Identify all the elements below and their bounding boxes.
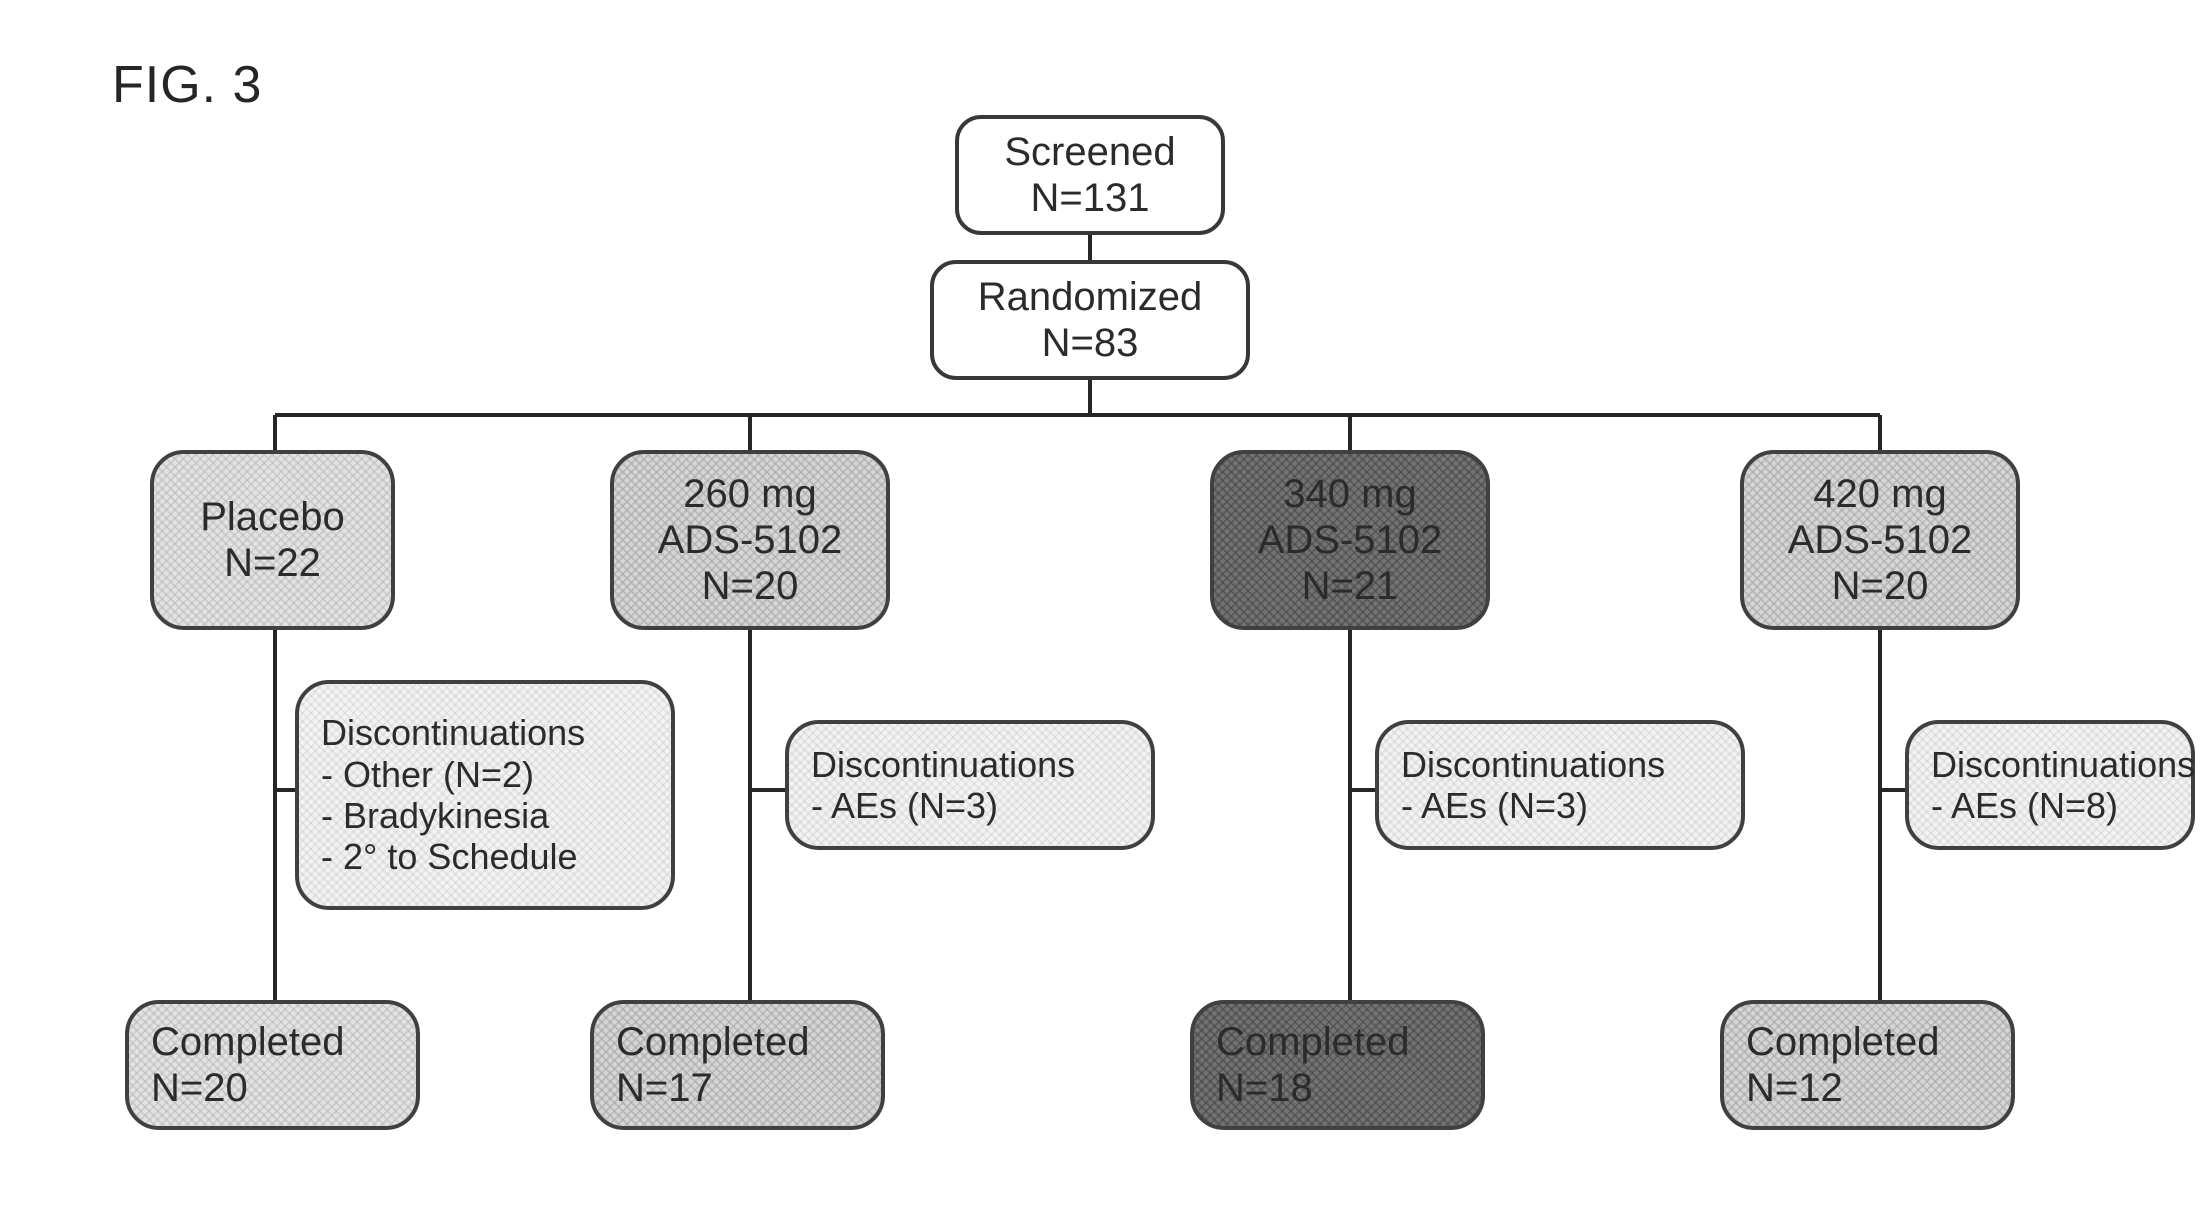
disc-420-t: Discontinuations bbox=[1931, 744, 2195, 785]
done-placebo: Completed N=20 bbox=[125, 1000, 420, 1130]
disc-placebo-a: - Other (N=2) bbox=[321, 754, 534, 795]
disc-placebo-b: - Bradykinesia bbox=[321, 795, 549, 836]
arm-420-l3: N=20 bbox=[1832, 563, 1929, 609]
disc-placebo-c: - 2° to Schedule bbox=[321, 836, 578, 877]
disc-420: Discontinuations - AEs (N=8) bbox=[1905, 720, 2195, 850]
arm-420: 420 mg ADS-5102 N=20 bbox=[1740, 450, 2020, 630]
arm-420-l2: ADS-5102 bbox=[1788, 517, 1973, 563]
done-420-l2: N=12 bbox=[1746, 1065, 1843, 1111]
done-260: Completed N=17 bbox=[590, 1000, 885, 1130]
screened-l1: Screened bbox=[1004, 129, 1175, 175]
disc-260-a: - AEs (N=3) bbox=[811, 785, 998, 826]
figure-canvas: FIG. 3 Screened N= bbox=[0, 0, 2205, 1218]
done-placebo-l2: N=20 bbox=[151, 1065, 248, 1111]
disc-420-a: - AEs (N=8) bbox=[1931, 785, 2118, 826]
arm-260-l1: 260 mg bbox=[683, 471, 816, 517]
arm-340-l2: ADS-5102 bbox=[1258, 517, 1443, 563]
arm-placebo-l2: N=22 bbox=[224, 540, 321, 586]
arm-260: 260 mg ADS-5102 N=20 bbox=[610, 450, 890, 630]
node-randomized: Randomized N=83 bbox=[930, 260, 1250, 380]
disc-260: Discontinuations - AEs (N=3) bbox=[785, 720, 1155, 850]
node-screened: Screened N=131 bbox=[955, 115, 1225, 235]
done-340-l2: N=18 bbox=[1216, 1065, 1313, 1111]
randomized-l1: Randomized bbox=[978, 274, 1203, 320]
done-260-l1: Completed bbox=[616, 1019, 809, 1065]
arm-420-l1: 420 mg bbox=[1813, 471, 1946, 517]
disc-340-t: Discontinuations bbox=[1401, 744, 1665, 785]
arm-340-l1: 340 mg bbox=[1283, 471, 1416, 517]
done-340: Completed N=18 bbox=[1190, 1000, 1485, 1130]
done-420: Completed N=12 bbox=[1720, 1000, 2015, 1130]
arm-placebo: Placebo N=22 bbox=[150, 450, 395, 630]
disc-placebo-t: Discontinuations bbox=[321, 712, 585, 753]
done-420-l1: Completed bbox=[1746, 1019, 1939, 1065]
disc-260-t: Discontinuations bbox=[811, 744, 1075, 785]
disc-placebo: Discontinuations - Other (N=2) - Bradyki… bbox=[295, 680, 675, 910]
arm-340: 340 mg ADS-5102 N=21 bbox=[1210, 450, 1490, 630]
arm-260-l3: N=20 bbox=[702, 563, 799, 609]
randomized-l2: N=83 bbox=[1042, 320, 1139, 366]
done-260-l2: N=17 bbox=[616, 1065, 713, 1111]
arm-260-l2: ADS-5102 bbox=[658, 517, 843, 563]
disc-340: Discontinuations - AEs (N=3) bbox=[1375, 720, 1745, 850]
arm-340-l3: N=21 bbox=[1302, 563, 1399, 609]
screened-l2: N=131 bbox=[1031, 175, 1150, 221]
disc-340-a: - AEs (N=3) bbox=[1401, 785, 1588, 826]
arm-placebo-l1: Placebo bbox=[200, 494, 345, 540]
done-placebo-l1: Completed bbox=[151, 1019, 344, 1065]
done-340-l1: Completed bbox=[1216, 1019, 1409, 1065]
